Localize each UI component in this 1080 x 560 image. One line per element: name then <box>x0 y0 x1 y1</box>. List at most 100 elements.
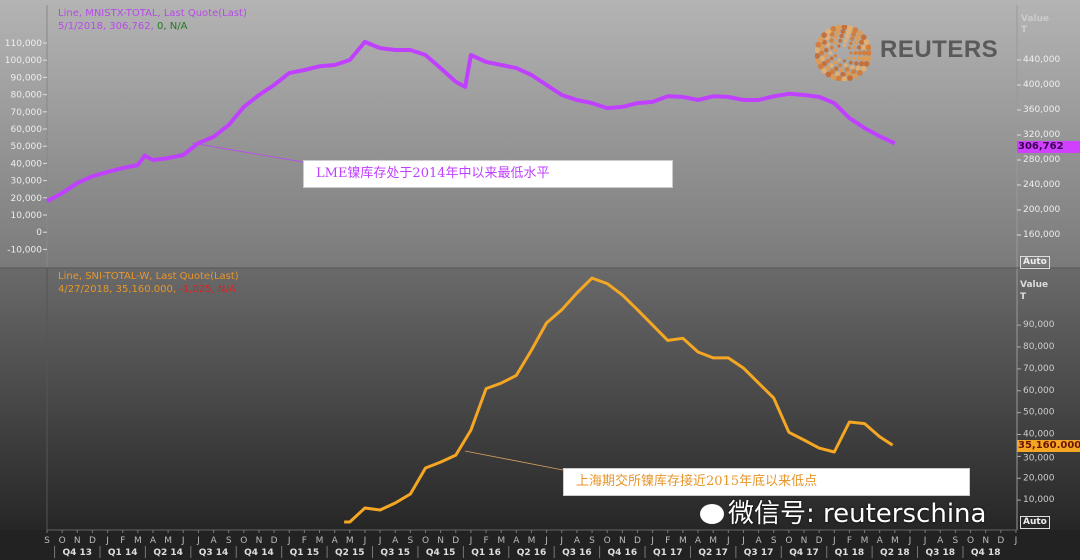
logo-dot <box>824 47 829 53</box>
logo-dot <box>866 50 871 56</box>
top-right-tick-label: 440,000 <box>1023 55 1060 65</box>
quarter-label: Q4 14 <box>244 548 274 558</box>
month-label: J <box>469 536 473 546</box>
month-label: A <box>332 536 339 546</box>
logo-dot <box>839 33 844 39</box>
bottom-right-tick-label: 30,000 <box>1023 453 1055 463</box>
quarter-label: Q4 15 <box>426 548 456 558</box>
shfe-last-value-tag: 35,160.000 <box>1017 440 1080 452</box>
logo-dot <box>861 50 868 56</box>
bottom-axis-header: Value T <box>1020 280 1049 302</box>
wechat-watermark: 微信号: reuterschina <box>700 497 986 531</box>
lme-stocks-line <box>46 39 896 204</box>
logo-dot <box>817 36 824 43</box>
quarter-label: Q1 16 <box>471 548 501 558</box>
month-label: N <box>982 536 989 546</box>
logo-dot <box>865 55 871 62</box>
logo-dot <box>843 38 848 43</box>
top-right-tick-label: 280,000 <box>1023 155 1060 165</box>
logo-dot <box>821 68 827 74</box>
month-label: J <box>363 536 367 546</box>
month-label: J <box>181 536 185 546</box>
month-label: S <box>771 536 777 546</box>
quarter-label: Q3 17 <box>744 548 774 558</box>
month-label: O <box>967 536 974 546</box>
bottom-annotation-leader <box>464 450 564 471</box>
month-label: A <box>755 536 762 546</box>
month-label: D <box>89 536 96 546</box>
month-label: O <box>240 536 247 546</box>
logo-dot <box>842 59 846 63</box>
bottom-right-tick-label: 80,000 <box>1023 342 1055 352</box>
top-annotation-leader <box>191 142 304 163</box>
month-label: O <box>604 536 611 546</box>
month-label: N <box>619 536 626 546</box>
quarter-label: Q1 18 <box>835 548 865 558</box>
logo-dot <box>847 46 851 50</box>
month-label: D <box>997 536 1004 546</box>
top-axis-header: Value T <box>1021 14 1050 35</box>
wechat-icon <box>700 504 724 524</box>
logo-dot <box>815 41 822 48</box>
logo-dot <box>815 52 821 59</box>
top-left-tick-label: 30,000 <box>11 177 43 187</box>
month-label: J <box>1014 536 1018 546</box>
quarter-label: Q4 18 <box>971 548 1001 558</box>
logo-dot <box>856 45 862 50</box>
logo-dot <box>848 60 853 65</box>
logo-dot <box>837 44 841 48</box>
logo-dot <box>830 25 837 32</box>
bottom-legend-title: Line, SNI-TOTAL-W, Last Quote(Last) <box>58 271 239 282</box>
month-label: D <box>816 536 823 546</box>
logo-dot <box>819 56 825 62</box>
top-left-tick-label: 0 <box>36 228 42 238</box>
top-legend-value: 5/1/2018, 306,762, <box>58 21 154 32</box>
logo-dot <box>835 75 842 81</box>
bottom-right-tick-label: 20,000 <box>1023 473 1055 483</box>
month-label: J <box>726 536 730 546</box>
month-label: N <box>801 536 808 546</box>
logo-dot <box>839 67 844 73</box>
top-left-tick-label: 40,000 <box>11 159 43 169</box>
logo-dot <box>853 51 858 55</box>
logo-dot <box>838 63 843 68</box>
logo-dot <box>843 63 848 68</box>
logo-dot <box>863 61 870 67</box>
top-left-tick-label: 70,000 <box>11 108 43 118</box>
quarter-label: Q2 14 <box>153 548 183 558</box>
logo-dot <box>828 51 833 55</box>
logo-dot <box>829 38 834 43</box>
top-legend: Line, MNISTX-TOTAL, Last Quote(Last) 5/1… <box>58 7 247 33</box>
logo-dot <box>833 35 839 40</box>
top-right-tick-label: 200,000 <box>1023 205 1060 215</box>
bottom-auto-scale-button[interactable]: Auto <box>1020 516 1050 529</box>
top-left-tick-label: 90,000 <box>11 73 43 83</box>
month-label: M <box>316 536 324 546</box>
month-label: D <box>452 536 459 546</box>
bottom-legend-change: -1,025, N/A <box>179 284 236 295</box>
month-label: F <box>665 536 670 546</box>
bottom-right-tick-label: 50,000 <box>1023 408 1055 418</box>
month-label: N <box>74 536 81 546</box>
top-left-tick-label: 110,000 <box>5 39 42 49</box>
logo-dot <box>837 58 841 62</box>
month-label: O <box>422 536 429 546</box>
logo-dot <box>825 58 831 64</box>
quarter-label: Q2 18 <box>880 548 910 558</box>
month-label: J <box>741 536 745 546</box>
logo-dot <box>852 45 857 50</box>
month-label: N <box>256 536 263 546</box>
month-label: M <box>346 536 354 546</box>
top-legend-change: 0, N/A <box>157 21 188 32</box>
logo-dot <box>850 65 855 70</box>
month-label: F <box>302 536 307 546</box>
bottom-right-tick-label: 10,000 <box>1023 495 1055 505</box>
month-label: A <box>210 536 217 546</box>
logo-dot <box>848 41 853 46</box>
logo-dot <box>833 60 838 65</box>
logo-dot <box>847 75 853 81</box>
top-right-tick-label: 320,000 <box>1023 130 1060 140</box>
month-label: M <box>861 536 869 546</box>
top-auto-scale-button[interactable]: Auto <box>1020 256 1050 269</box>
bottom-right-tick-label: 70,000 <box>1023 364 1055 374</box>
